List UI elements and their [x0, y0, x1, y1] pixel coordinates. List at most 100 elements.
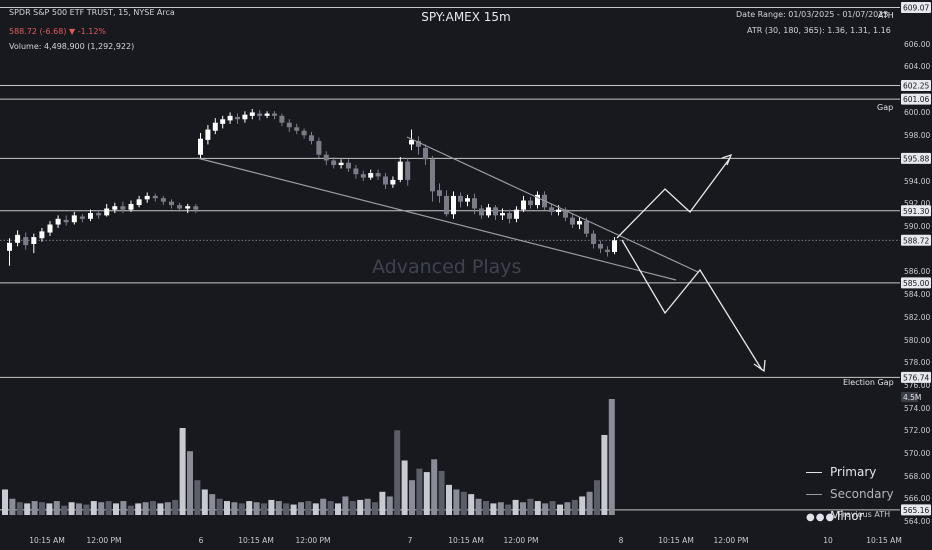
dotted-line-icon: ●●●: [806, 512, 836, 523]
price-tick: 582.00: [904, 313, 930, 322]
price-tick: 592.00: [904, 199, 930, 208]
upper-trendline: [406, 136, 699, 273]
volume-bar: [372, 502, 378, 515]
price-badge: [901, 152, 931, 164]
candle-body: [185, 206, 191, 209]
candle-body: [346, 162, 351, 169]
candle-body: [286, 122, 292, 128]
candle-body: [227, 115, 233, 121]
volume-bar: [401, 460, 408, 515]
volume-bar: [520, 502, 526, 515]
candle-body: [360, 174, 366, 178]
volume-bar: [179, 428, 186, 515]
candle-body: [383, 176, 388, 185]
legend-primary: Primary: [806, 465, 876, 479]
time-tick: 7: [408, 536, 413, 545]
candle-body: [451, 195, 456, 215]
time-tick: 12:00 PM: [87, 536, 122, 545]
price-tick: 584.00: [904, 290, 930, 299]
candle-body: [338, 162, 344, 166]
candle-body: [144, 195, 150, 200]
candle-body: [444, 195, 449, 215]
candle-body: [79, 216, 85, 219]
volume-bar: [586, 491, 593, 515]
volume-bar: [505, 504, 512, 515]
legend-minor: ●●●Minor: [806, 509, 864, 523]
candle-body: [465, 198, 470, 202]
candle-body: [612, 240, 617, 252]
volume-bar: [357, 499, 364, 515]
candle-body: [301, 130, 307, 136]
candle-body: [598, 243, 603, 249]
candle-body: [549, 207, 554, 212]
time-tick: 10:15 AM: [238, 536, 274, 545]
price-badge-label: 595.88: [903, 154, 929, 163]
time-tick: 10:15 AM: [866, 536, 902, 545]
price-tick: 564.00: [904, 517, 930, 526]
candle-body: [205, 129, 211, 140]
candle-body: [430, 159, 435, 192]
candle-body: [136, 199, 142, 206]
price-badge: [901, 371, 931, 383]
volume-bar: [594, 480, 600, 515]
candle-body: [316, 141, 322, 155]
volume-bar: [16, 502, 23, 515]
candle-body: [323, 154, 329, 161]
candle-body: [500, 213, 505, 216]
candle-body: [591, 233, 596, 244]
candle-body: [128, 203, 134, 210]
candle-body: [397, 161, 403, 180]
price-badge-label: 609.07: [903, 4, 929, 13]
candle-body: [409, 139, 414, 145]
volume-bar: [46, 503, 53, 515]
candle-body: [507, 213, 512, 219]
price-tick: 574.00: [904, 404, 930, 413]
volume-bar: [446, 484, 452, 515]
price-tick: 580.00: [904, 336, 930, 345]
volume-bar: [76, 503, 82, 515]
volume-bar: [468, 494, 475, 515]
candle-body: [198, 138, 203, 155]
time-tick: 10:15 AM: [448, 536, 484, 545]
volume-bar: [497, 502, 504, 515]
volume-bar: [512, 499, 519, 515]
candle-body: [528, 200, 533, 206]
time-tick: 6: [199, 536, 204, 545]
volume-bar: [142, 502, 149, 515]
price-tick: 598.00: [904, 131, 930, 140]
volume-bar: [557, 504, 563, 515]
volume-bar: [120, 501, 127, 515]
volume-bar: [490, 503, 497, 515]
candle-body: [212, 122, 218, 131]
candle-body: [584, 221, 589, 234]
candle-body: [563, 209, 568, 218]
candle-body: [55, 218, 61, 225]
candle-body: [23, 237, 29, 246]
volume-bar: [386, 496, 393, 515]
candle-body: [331, 160, 337, 166]
volume-bar: [53, 501, 60, 515]
volume-bar: [379, 491, 386, 515]
candle-body: [169, 201, 174, 206]
candle-body: [242, 114, 248, 120]
candle-body: [220, 119, 226, 124]
volume-bar: [608, 399, 615, 515]
time-tick: 10:15 AM: [29, 536, 65, 545]
legend-primary-label: Primary: [830, 465, 877, 479]
symbol-line: SPDR S&P 500 ETF TRUST, 15, NYSE Arca: [9, 8, 175, 17]
volume-bar: [275, 501, 282, 515]
volume-bar: [209, 494, 216, 515]
volume-bar: [201, 489, 208, 515]
price-tick: 590.00: [904, 222, 930, 231]
primary-line-icon: [806, 472, 822, 473]
volume-bar: [61, 505, 68, 515]
candle-body: [405, 161, 411, 180]
volume-bar: [320, 498, 327, 515]
volume-bar: [98, 502, 105, 515]
price-tick: 578.00: [904, 358, 930, 367]
price-badge: [901, 504, 931, 516]
label-election-gap: Election Gap: [843, 378, 894, 387]
volume-bar: [68, 502, 75, 515]
